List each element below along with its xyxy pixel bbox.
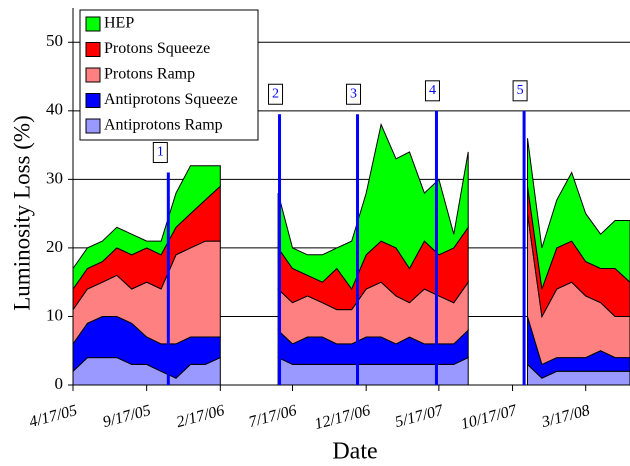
y-tick-label: 10 (46, 305, 63, 324)
y-tick-label: 40 (46, 100, 63, 119)
annotation-label: 5 (517, 83, 524, 98)
x-tick-label: 10/17/07 (459, 402, 519, 433)
legend-swatch (85, 67, 101, 83)
legend-swatch (85, 42, 101, 57)
legend-label: HEP (104, 15, 134, 32)
y-tick-label: 30 (46, 168, 63, 187)
annotation-box (268, 83, 284, 105)
legend-swatch (85, 16, 101, 32)
x-tick-label: 3/17/08 (539, 402, 592, 431)
legend-label: Antiprotons Squeeze (104, 91, 238, 108)
area (72, 122, 630, 291)
legend-label: Protons Squeeze (104, 40, 210, 57)
annotation-box (346, 83, 362, 105)
legend-swatch (85, 93, 101, 108)
annotation-label: 1 (157, 145, 164, 160)
x-tick-label: 12/17/06 (313, 402, 372, 433)
y-tick-label: 0 (55, 374, 64, 393)
annotation-label: 2 (272, 86, 279, 101)
annotation-box (152, 142, 168, 164)
annotation-box (424, 80, 440, 102)
annotation-label: 4 (429, 83, 436, 98)
annotation-label: 3 (350, 86, 357, 101)
legend-label: Antiprotons Ramp (104, 117, 223, 134)
x-tick-label: 2/17/06 (175, 402, 227, 431)
x-tick-label: 7/17/06 (247, 402, 299, 431)
y-tick-label: 50 (46, 31, 63, 50)
legend-label: Protons Ramp (104, 66, 195, 83)
y-axis-label: Luminosity Loss (%) (9, 115, 34, 311)
x-tick-label: 4/17/05 (27, 402, 79, 431)
y-tick-label: 20 (46, 237, 63, 256)
legend-box (79, 9, 259, 141)
x-tick-label: 9/17/05 (101, 402, 153, 431)
x-axis-label: Date (332, 439, 377, 465)
annotation-box (512, 80, 528, 102)
legend-swatch (85, 118, 101, 134)
x-tick-label: 5/17/07 (393, 402, 446, 431)
